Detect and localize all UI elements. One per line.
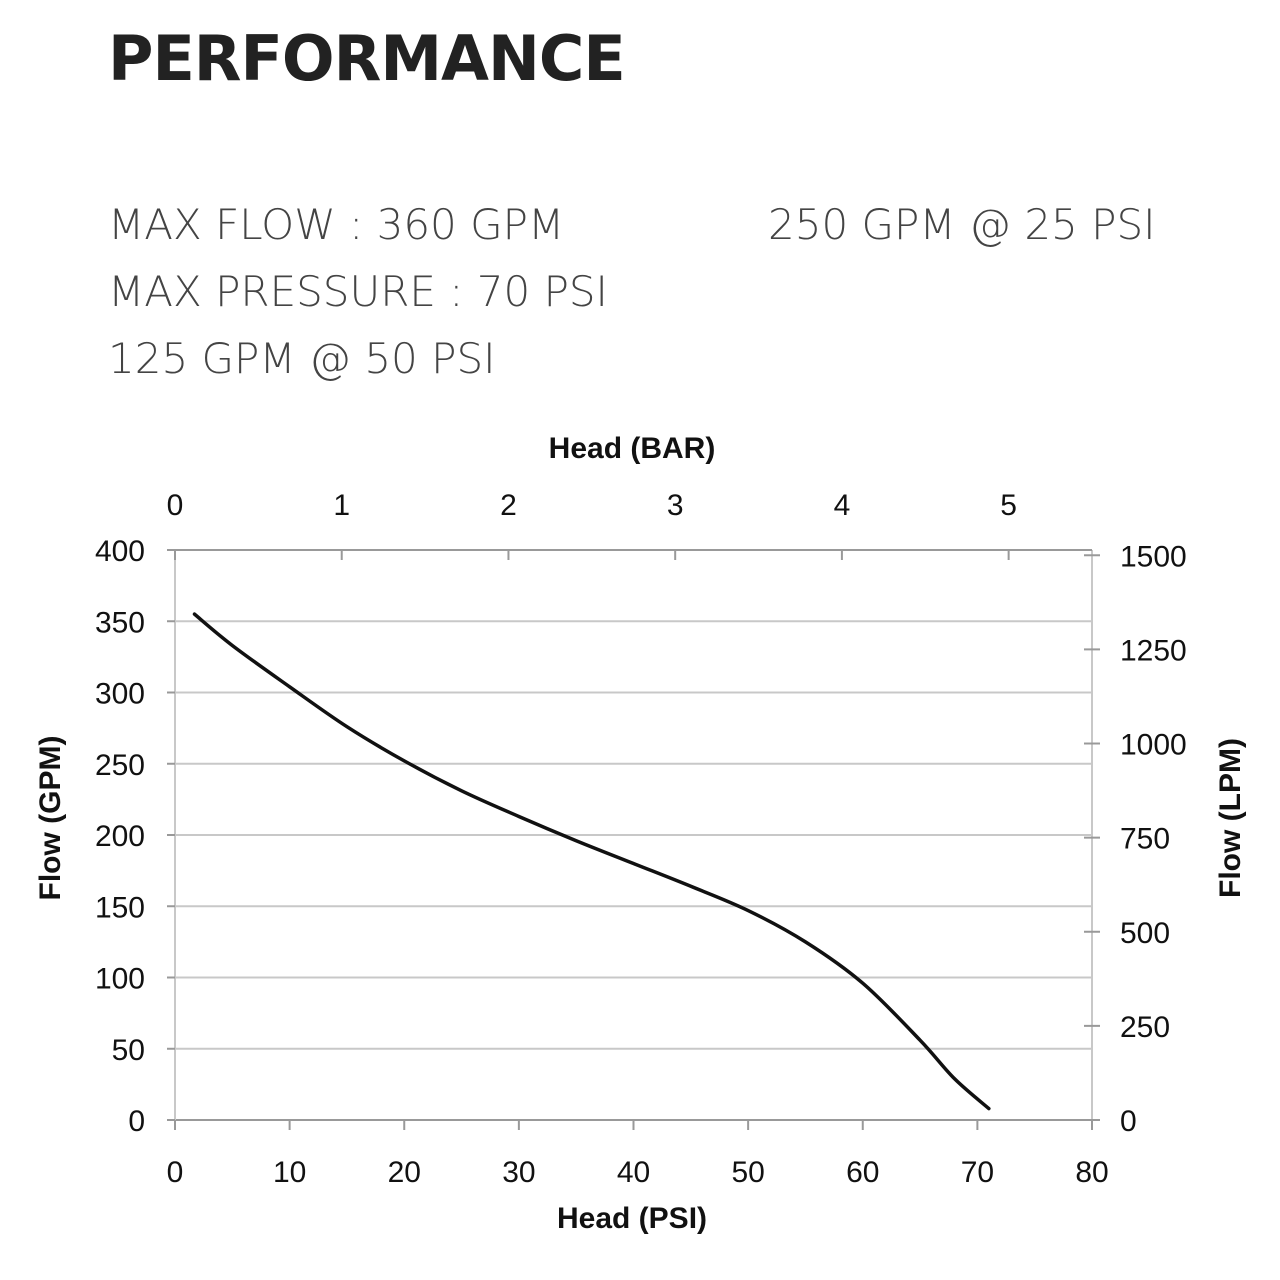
x2-tick-label: 4 xyxy=(834,489,851,522)
x-tick-label: 50 xyxy=(731,1156,764,1189)
x-tick-label: 40 xyxy=(617,1156,650,1189)
x2-tick-label: 0 xyxy=(167,489,184,522)
y-axis-title: Flow (GPM) xyxy=(34,736,67,901)
spec-max-pressure: MAX PRESSURE : 70 PSI xyxy=(108,267,608,316)
y2-tick-label: 1000 xyxy=(1120,729,1187,762)
spec-point-50-psi: 125 GPM @ 50 PSI xyxy=(108,334,496,383)
y-tick-label: 150 xyxy=(95,891,145,924)
x2-tick-label: 1 xyxy=(333,489,350,522)
x-tick-label: 80 xyxy=(1075,1156,1108,1189)
x-tick-label: 60 xyxy=(846,1156,879,1189)
y-tick-label: 0 xyxy=(128,1105,145,1138)
x2-axis-title: Head (BAR) xyxy=(549,432,716,465)
y-tick-label: 350 xyxy=(95,606,145,639)
y2-tick-label: 1500 xyxy=(1120,540,1187,573)
grid-lines xyxy=(175,549,1092,1121)
x2-tick-label: 5 xyxy=(1000,489,1017,522)
series-lines xyxy=(192,612,991,1111)
y2-tick-label: 250 xyxy=(1120,1011,1170,1044)
x-tick-label: 70 xyxy=(961,1156,994,1189)
x2-tick-label: 3 xyxy=(667,489,684,522)
page-title: PERFORMANCE xyxy=(108,22,626,95)
y-tick-label: 100 xyxy=(95,963,145,996)
y2-tick-label: 1250 xyxy=(1120,634,1187,667)
x-axis-title: Head (PSI) xyxy=(557,1202,707,1235)
y2-tick-label: 0 xyxy=(1120,1105,1137,1138)
y2-tick-label: 500 xyxy=(1120,917,1170,950)
spec-point-25-psi: 250 GPM @ 25 PSI xyxy=(768,200,1156,249)
x-tick-label: 20 xyxy=(388,1156,421,1189)
y-tick-label: 400 xyxy=(95,535,145,568)
y-tick-label: 50 xyxy=(112,1034,145,1067)
y-tick-label: 250 xyxy=(95,749,145,782)
performance-curve xyxy=(192,612,991,1111)
x2-tick-label: 2 xyxy=(500,489,517,522)
y2-axis-title: Flow (LPM) xyxy=(1214,738,1247,898)
y-tick-label: 200 xyxy=(95,820,145,853)
tick-labels: 0 10 20 30 40 50 60 70 8005010015020025030035040… xyxy=(95,489,1187,1189)
y-tick-label: 300 xyxy=(95,678,145,711)
x-tick-label: 10 xyxy=(273,1156,306,1189)
axes xyxy=(167,549,1100,1130)
x-tick-label: 0 xyxy=(167,1156,184,1189)
x-tick-label: 30 xyxy=(502,1156,535,1189)
spec-max-flow: MAX FLOW : 360 GPM xyxy=(108,200,565,249)
y2-tick-label: 750 xyxy=(1120,823,1170,856)
